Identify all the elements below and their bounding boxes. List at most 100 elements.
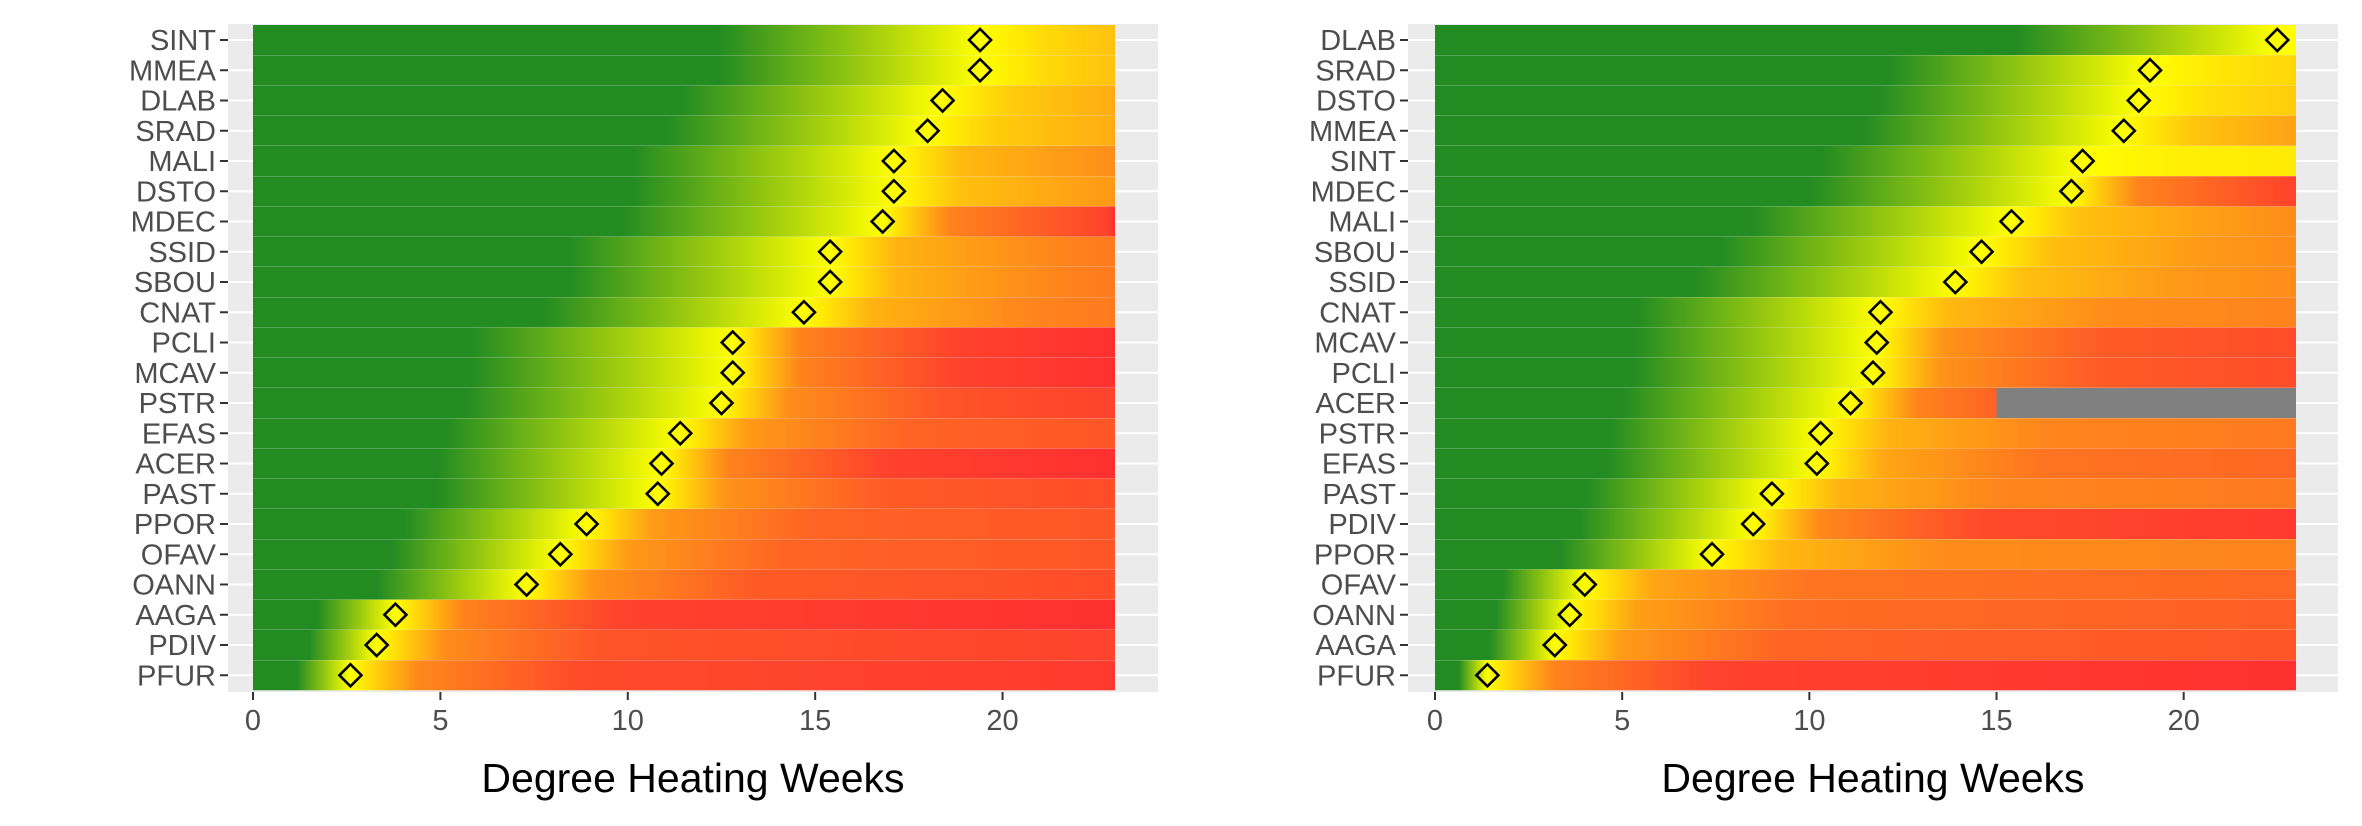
heatmap-row-dlab [253, 85, 1115, 116]
x-axis-title: Degree Heating Weeks [1661, 755, 2084, 801]
y-tick-label: SRAD [135, 116, 216, 148]
y-tick-label: MDEC [131, 207, 216, 239]
heatmap-row-acer [253, 448, 1115, 479]
heatmap-row-oann [253, 569, 1115, 600]
heatmap-row-ofav [253, 539, 1115, 570]
x-tick-label: 0 [1427, 705, 1443, 737]
threshold-marker [667, 420, 694, 447]
x-tick-label: 15 [1980, 705, 2012, 737]
threshold-marker [1807, 420, 1834, 447]
y-tick-label: PAST [1322, 479, 1396, 511]
y-tick-label: SSID [1328, 267, 1396, 299]
heatmap-row-cnat [1435, 297, 2296, 328]
heatmap-row-pdiv [1435, 509, 2296, 539]
heatmap-row-cnat [253, 297, 1115, 328]
threshold-marker [1699, 541, 1725, 568]
y-tick-label: SINT [150, 25, 216, 57]
heatmap-row-aaga [1435, 630, 2296, 660]
heatmap-row-past [253, 478, 1115, 509]
threshold-marker [719, 329, 746, 356]
threshold-marker [644, 480, 671, 507]
threshold-marker [967, 57, 993, 84]
threshold-marker [1867, 299, 1894, 326]
x-tick-label: 15 [799, 705, 831, 737]
heatmap-row-pcli [1435, 357, 2296, 388]
y-tick-label: OANN [132, 570, 216, 602]
y-tick-label: PSTR [139, 388, 216, 420]
threshold-marker [648, 450, 675, 477]
heatmap-row-oann [1435, 599, 2296, 630]
threshold-marker [929, 87, 956, 114]
y-tick-label: PDIV [148, 630, 216, 662]
heatmap-row-pfur [253, 660, 1115, 691]
threshold-marker [2110, 117, 2137, 144]
x-axis-title: Degree Heating Weeks [481, 755, 904, 801]
threshold-marker [914, 117, 941, 144]
heatmap-row-sint [1435, 146, 2296, 176]
threshold-marker [547, 541, 574, 568]
threshold-marker [719, 359, 746, 386]
y-tick-label: SSID [148, 237, 216, 269]
heatmap-row-pstr [1435, 418, 2296, 449]
y-tick-label: PPOR [1314, 539, 1396, 571]
threshold-marker [2069, 148, 2096, 174]
heatmap-row-pfur [1435, 660, 2296, 691]
heatmap-panel-left: SINTMMEADLABSRADMALIDSTOMDECSSIDSBOUCNAT… [129, 24, 1158, 801]
heatmap-row-dsto [1435, 85, 2296, 116]
y-tick-label: PFUR [137, 660, 216, 692]
y-tick-label: SBOU [134, 267, 216, 299]
threshold-marker [817, 269, 844, 295]
x-tick-label: 5 [1614, 705, 1630, 737]
y-tick-label: OANN [1312, 600, 1396, 632]
heatmap-row-dlab [1435, 25, 2296, 55]
threshold-marker [1759, 480, 1785, 507]
y-tick-label: AAGA [135, 600, 216, 632]
heatmap-row-ppor [253, 509, 1115, 539]
y-tick-label: EFAS [1322, 449, 1396, 481]
heatmap-row-mali [253, 146, 1115, 176]
y-tick-label: DLAB [1320, 25, 1396, 57]
threshold-marker [869, 208, 896, 235]
x-tick-label: 5 [432, 705, 448, 737]
threshold-marker [1968, 238, 1995, 265]
heatmap-row-aaga [253, 599, 1115, 630]
y-tick-label: MCAV [1314, 328, 1396, 360]
y-tick-label: ACER [1315, 388, 1396, 420]
threshold-marker [2137, 57, 2163, 84]
y-tick-label: MCAV [134, 358, 216, 390]
heatmap-row-efas [253, 418, 1115, 449]
heatmap-row-srad [1435, 55, 2296, 86]
threshold-marker [1541, 632, 1568, 658]
x-tick-label: 20 [986, 705, 1018, 737]
threshold-marker [382, 601, 409, 628]
y-tick-label: PFUR [1317, 660, 1396, 692]
heatmap-row-ofav [1435, 569, 2296, 600]
heatmap-row-sint [253, 25, 1115, 55]
y-tick-label: OFAV [1321, 570, 1397, 602]
y-tick-label: PDIV [1328, 509, 1396, 541]
threshold-marker [881, 148, 907, 174]
heatmap-row-mali [1435, 206, 2296, 237]
heatmap-row-mmea [1435, 115, 2296, 146]
y-tick-label: MDEC [1311, 176, 1396, 208]
y-tick-label: SBOU [1314, 237, 1396, 269]
y-tick-label: ACER [135, 449, 216, 481]
y-tick-label: MALI [148, 146, 216, 178]
y-tick-label: PPOR [134, 509, 216, 541]
heatmap-row-pstr [253, 388, 1115, 418]
threshold-marker [1837, 390, 1864, 416]
x-tick-label: 10 [612, 705, 644, 737]
y-tick-label: DSTO [136, 176, 216, 208]
heatmap-row-ssid [253, 236, 1115, 267]
y-tick-label: MMEA [129, 55, 217, 87]
y-tick-label: AAGA [1315, 630, 1396, 662]
y-tick-label: PAST [142, 479, 216, 511]
threshold-marker [791, 299, 817, 326]
threshold-marker [1474, 662, 1501, 689]
y-tick-label: CNAT [139, 297, 216, 329]
y-tick-label: DLAB [140, 86, 216, 118]
y-tick-label: SRAD [1315, 55, 1396, 87]
threshold-marker [1556, 601, 1583, 628]
y-tick-label: OFAV [141, 539, 217, 571]
